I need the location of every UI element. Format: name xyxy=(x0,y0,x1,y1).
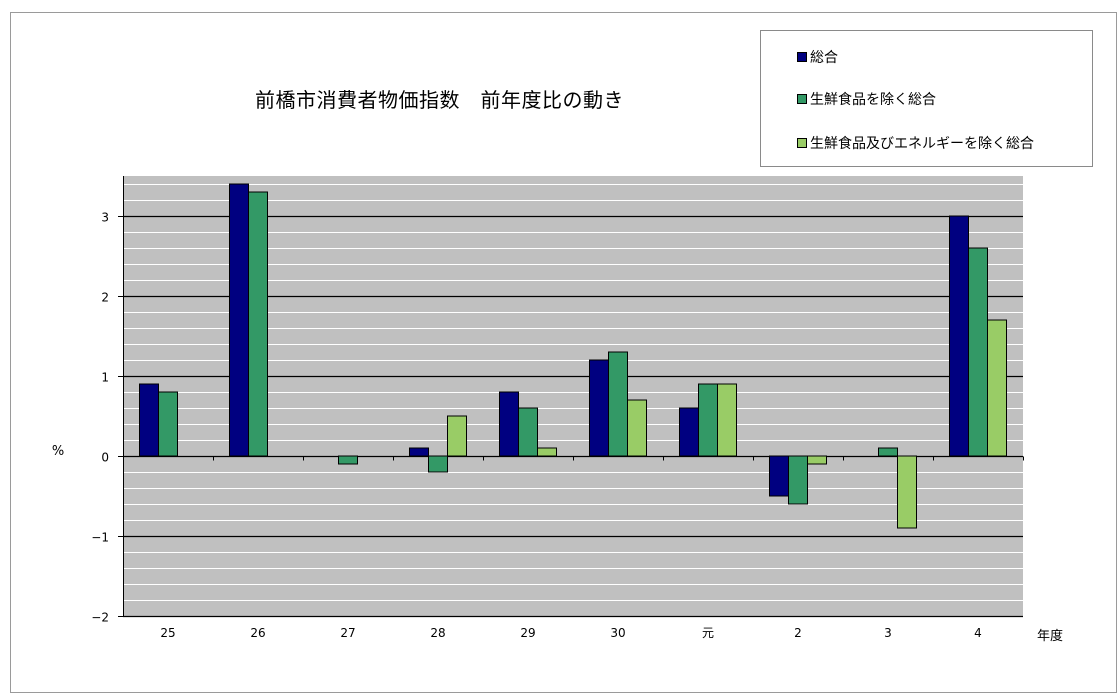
bar-3 xyxy=(717,383,737,457)
bar-3 xyxy=(447,415,467,457)
y-tick-label: 3 xyxy=(101,211,109,225)
bar-1 xyxy=(229,183,249,457)
legend-item-excl-fresh: 生鮮食品を除く総合 xyxy=(797,90,936,108)
legend-swatch-excl-fresh-energy xyxy=(797,138,807,148)
x-tick-label: 元 xyxy=(702,626,714,640)
bar-1 xyxy=(769,455,789,497)
bar-2 xyxy=(878,447,898,457)
x-tick-label: 30 xyxy=(610,626,625,640)
bar-2 xyxy=(968,247,988,457)
chart-title: 前橋市消費者物価指数 前年度比の動き xyxy=(255,88,624,112)
plot-area xyxy=(123,176,1023,616)
y-tick-label: 0 xyxy=(101,451,109,465)
bar-2 xyxy=(158,391,178,457)
bar-2 xyxy=(248,191,268,457)
bar-2 xyxy=(608,351,628,457)
x-tick-label: 29 xyxy=(520,626,535,640)
bar-3 xyxy=(987,319,1007,457)
x-axis-title: 年度 xyxy=(1037,628,1063,644)
y-tick-label: −2 xyxy=(91,611,109,625)
legend-label-excl-fresh-energy: 生鮮食品及びエネルギーを除く総合 xyxy=(810,136,1034,152)
y-axis-label: % xyxy=(52,444,64,459)
legend-label-sogo: 総合 xyxy=(810,50,838,66)
bar-3 xyxy=(807,455,827,465)
bar-1 xyxy=(409,447,429,457)
legend-item-sogo: 総合 xyxy=(797,48,838,66)
bar-1 xyxy=(949,215,969,457)
x-tick-label: 27 xyxy=(340,626,355,640)
y-tick-label: 1 xyxy=(101,371,109,385)
bar-1 xyxy=(679,407,699,457)
bar-2 xyxy=(698,383,718,457)
legend-label-excl-fresh: 生鮮食品を除く総合 xyxy=(810,92,936,108)
x-tick-label: 26 xyxy=(250,626,265,640)
x-tick-label: 25 xyxy=(160,626,175,640)
bar-1 xyxy=(139,383,159,457)
bar-1 xyxy=(589,359,609,457)
x-tick-label: 2 xyxy=(794,626,802,640)
bar-3 xyxy=(897,455,917,529)
bar-2 xyxy=(338,455,358,465)
bar-3 xyxy=(627,399,647,457)
legend-swatch-sogo xyxy=(797,52,807,62)
bar-2 xyxy=(518,407,538,457)
bar-2 xyxy=(428,455,448,473)
x-tick-label: 4 xyxy=(974,626,982,640)
y-tick-label: 2 xyxy=(101,291,109,305)
legend-swatch-excl-fresh xyxy=(797,94,807,104)
x-tick-label: 3 xyxy=(884,626,892,640)
y-tick-label: −1 xyxy=(91,531,109,545)
bar-1 xyxy=(499,391,519,457)
bar-2 xyxy=(788,455,808,505)
x-tick-label: 28 xyxy=(430,626,445,640)
chart-legend: 総合 生鮮食品を除く総合 生鮮食品及びエネルギーを除く総合 xyxy=(760,30,1093,167)
bar-3 xyxy=(537,447,557,457)
legend-item-excl-fresh-energy: 生鮮食品及びエネルギーを除く総合 xyxy=(797,134,1034,152)
